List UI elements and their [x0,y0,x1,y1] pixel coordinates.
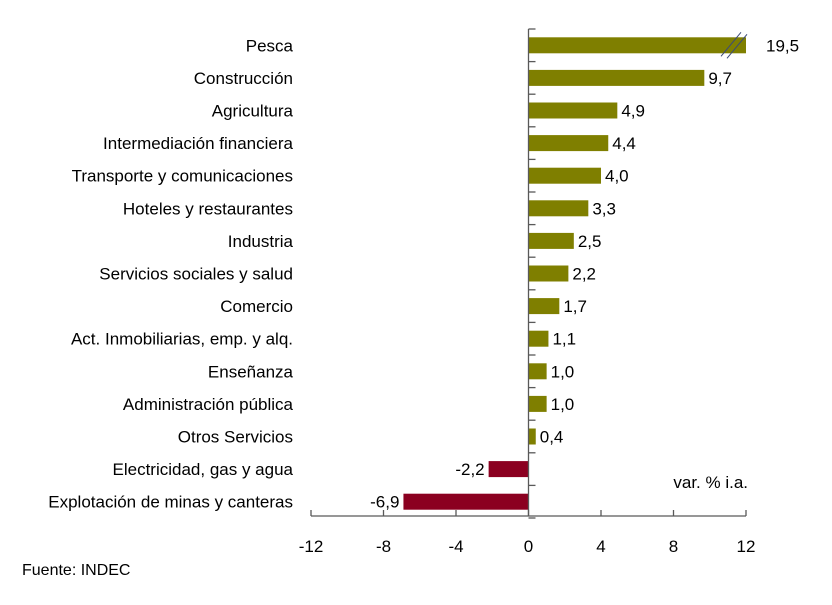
data-label: 1,0 [551,395,575,414]
category-label: Act. Inmobiliarias, emp. y alq. [71,330,293,349]
data-label: 4,0 [605,167,629,186]
bar [528,102,618,119]
category-label: Construcción [194,69,293,88]
x-tick-label: 12 [737,537,756,556]
category-label: Servicios sociales y salud [99,265,293,284]
category-label: Intermediación financiera [103,134,293,153]
category-label: Hoteles y restaurantes [123,199,293,218]
axis-break-mark [726,33,748,59]
x-tick-label: 0 [524,537,533,556]
data-label: 2,2 [572,265,596,284]
bar [528,428,536,445]
category-label: Pesca [246,36,294,55]
category-label: Comercio [220,297,293,316]
bar [488,461,529,478]
category-label: Administración pública [123,395,294,414]
x-tick-label: -8 [376,537,391,556]
category-label: Otros Servicios [178,428,293,447]
bar [528,298,560,315]
data-label: 0,4 [540,428,564,447]
bar [403,493,529,510]
x-tick-label: 8 [669,537,678,556]
bar [528,69,705,86]
category-label: Industria [228,232,294,251]
data-label: 2,5 [578,232,602,251]
x-tick-label: 4 [596,537,605,556]
bar [528,232,574,249]
data-label: 9,7 [708,69,732,88]
category-label: Electricidad, gas y agua [113,460,294,479]
data-label: 4,9 [621,102,645,121]
data-label: 3,3 [592,199,616,218]
bar [528,330,549,347]
unit-label: var. % i.a. [673,473,748,492]
bar [528,395,547,412]
data-label: 4,4 [612,134,636,153]
bar [528,265,569,282]
data-label: 19,5 [766,36,799,55]
bar [528,37,746,54]
bar [528,363,547,380]
bar [528,135,609,152]
bar [528,200,589,217]
x-tick-label: -4 [448,537,463,556]
data-label: -2,2 [455,460,484,479]
x-tick-label: -12 [299,537,324,556]
category-label: Explotación de minas y canteras [48,493,293,512]
category-label: Agricultura [212,102,294,121]
data-label: -6,9 [370,493,399,512]
data-label: 1,0 [551,362,575,381]
bar [528,167,601,184]
source-note: Fuente: INDEC [22,562,130,579]
data-label: 1,1 [552,330,576,349]
axis-break-mark [720,31,742,57]
category-label: Transporte y comunicaciones [72,167,293,186]
category-label: Enseñanza [208,362,294,381]
data-label: 1,7 [563,297,587,316]
